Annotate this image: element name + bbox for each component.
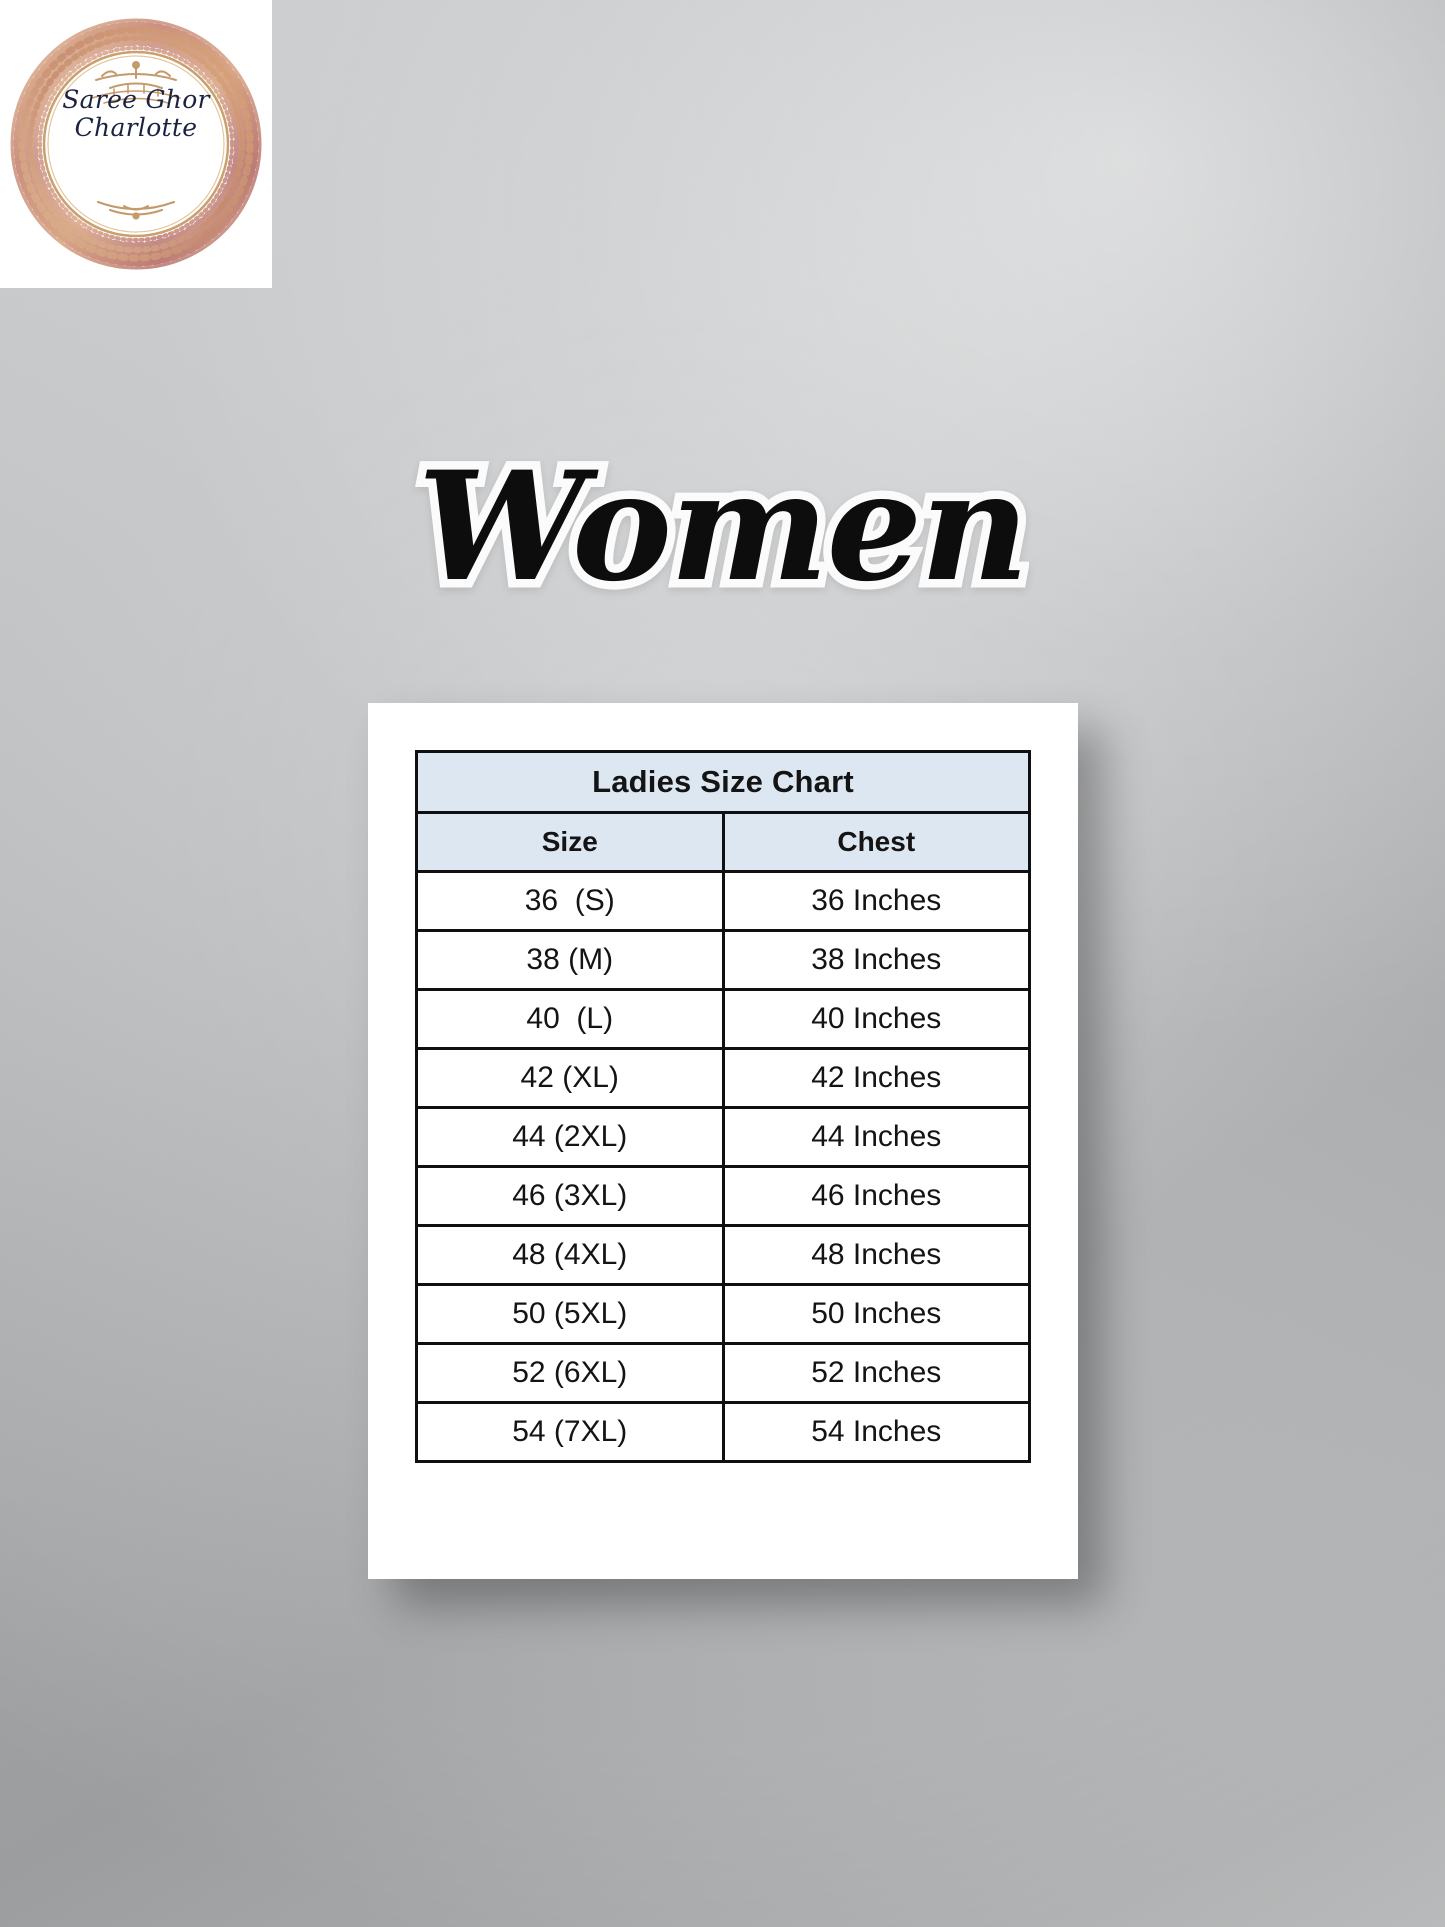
table-head: Ladies Size Chart Size Chest: [415, 750, 1031, 873]
cell-chest: 52 Inches: [721, 1342, 1031, 1404]
table-title-row: Ladies Size Chart: [415, 750, 1031, 814]
cell-size: 52 (6XL): [415, 1342, 725, 1404]
table-row: 48 (4XL) 48 Inches: [415, 1224, 1031, 1286]
cell-chest: 48 Inches: [721, 1224, 1031, 1286]
ornate-circular-medallion-icon: [10, 18, 262, 270]
brand-logo-text: Saree Ghor Charlotte: [0, 86, 272, 142]
table-row: 38 (M) 38 Inches: [415, 929, 1031, 991]
cell-size: 54 (7XL): [415, 1401, 725, 1463]
table-title-cell: Ladies Size Chart: [415, 750, 1031, 814]
cell-size: 40 (L): [415, 988, 725, 1050]
cell-chest: 36 Inches: [721, 870, 1031, 932]
ladies-size-chart-table: Ladies Size Chart Size Chest 36 (S) 36 I…: [415, 750, 1031, 1463]
column-header-size: Size: [415, 811, 725, 873]
table-column-header-row: Size Chest: [415, 811, 1031, 873]
table-row: 44 (2XL) 44 Inches: [415, 1106, 1031, 1168]
table-row: 40 (L) 40 Inches: [415, 988, 1031, 1050]
cell-chest: 44 Inches: [721, 1106, 1031, 1168]
table-row: 46 (3XL) 46 Inches: [415, 1165, 1031, 1227]
table-row: 54 (7XL) 54 Inches: [415, 1401, 1031, 1463]
cell-size: 46 (3XL): [415, 1165, 725, 1227]
cell-chest: 40 Inches: [721, 988, 1031, 1050]
brand-logo-line-2: Charlotte: [74, 113, 198, 142]
cell-size: 48 (4XL): [415, 1224, 725, 1286]
brand-logo-tile: Saree Ghor Charlotte: [0, 0, 272, 288]
cell-size: 36 (S): [415, 870, 725, 932]
cell-chest: 50 Inches: [721, 1283, 1031, 1345]
cell-chest: 42 Inches: [721, 1047, 1031, 1109]
page-title: Women: [0, 439, 1445, 615]
cell-chest: 54 Inches: [721, 1401, 1031, 1463]
cell-chest: 38 Inches: [721, 929, 1031, 991]
page-title-text: Women: [409, 439, 1037, 615]
size-chart-card: Ladies Size Chart Size Chest 36 (S) 36 I…: [368, 703, 1078, 1579]
brand-logo-line-1: Saree Ghor: [62, 85, 210, 114]
table-body: 36 (S) 36 Inches 38 (M) 38 Inches 40 (L)…: [415, 870, 1031, 1463]
cell-size: 44 (2XL): [415, 1106, 725, 1168]
column-header-chest: Chest: [721, 811, 1031, 873]
table-row: 42 (XL) 42 Inches: [415, 1047, 1031, 1109]
cell-size: 38 (M): [415, 929, 725, 991]
cell-size: 50 (5XL): [415, 1283, 725, 1345]
cell-size: 42 (XL): [415, 1047, 725, 1109]
table-row: 52 (6XL) 52 Inches: [415, 1342, 1031, 1404]
table-row: 50 (5XL) 50 Inches: [415, 1283, 1031, 1345]
cell-chest: 46 Inches: [721, 1165, 1031, 1227]
table-row: 36 (S) 36 Inches: [415, 870, 1031, 932]
